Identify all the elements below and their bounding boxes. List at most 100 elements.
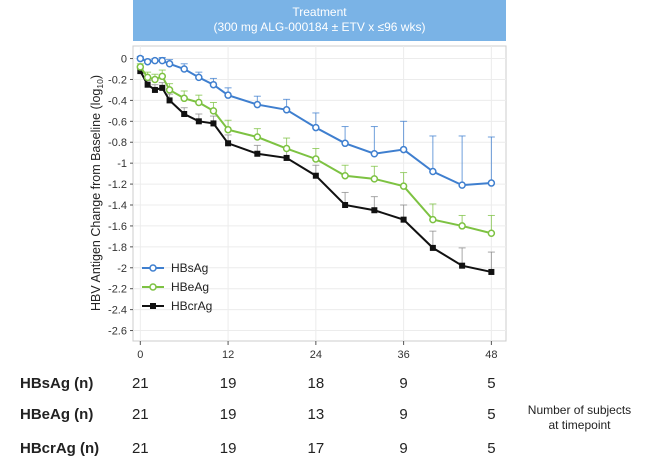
count-cell: 21 xyxy=(131,375,149,392)
count-cell: 5 xyxy=(487,375,496,392)
hbeag-point xyxy=(180,94,188,103)
hbeag-point xyxy=(165,86,174,94)
count-row-label: HBsAg (n) xyxy=(20,375,94,392)
y-tick-label: 0 xyxy=(121,54,127,66)
x-tick-label: 12 xyxy=(222,349,234,361)
hbsag-point xyxy=(370,149,379,158)
hbcrag-point xyxy=(429,244,436,251)
y-tick-label: -2.2 xyxy=(108,284,127,296)
data-series xyxy=(136,54,496,275)
hbeag-point xyxy=(429,215,437,224)
hbcrag-point xyxy=(151,86,158,93)
treatment-regimen: (300 mg ALG-000184 ± ETV x ≤96 wks) xyxy=(213,20,426,34)
hbsag-point xyxy=(195,73,203,82)
y-axis-label-main: HBV Antigen Change from Baseline (log xyxy=(89,89,103,311)
hbcrag-point xyxy=(488,268,495,275)
count-cell: 18 xyxy=(307,375,325,392)
count-row-label: HBcrAg (n) xyxy=(20,440,100,457)
count-cell: 9 xyxy=(399,406,408,423)
x-tick-label: 24 xyxy=(310,349,322,361)
hbeag-point xyxy=(341,171,349,180)
treatment-banner: Treatment (300 mg ALG-000184 ± ETV x ≤96… xyxy=(133,0,506,41)
y-tick-label: -1.8 xyxy=(108,242,127,254)
hbeag-point xyxy=(370,175,379,183)
y-tick-label: -1 xyxy=(117,158,127,170)
hbcrag-point xyxy=(225,140,232,147)
hbcrag-point xyxy=(144,81,151,88)
y-tick-label: -2.6 xyxy=(108,326,127,338)
hbcrag-point xyxy=(210,120,217,127)
hbsag-point xyxy=(209,80,218,89)
hbeag-point xyxy=(195,98,203,107)
hbcrag-point xyxy=(195,118,202,125)
hbsag-point xyxy=(399,145,408,154)
gridlines xyxy=(133,46,506,341)
hbsag-point xyxy=(180,65,188,73)
y-tick-label: -2.4 xyxy=(108,305,127,317)
x-tick-label: 48 xyxy=(485,349,497,361)
y-tick-label: -1.4 xyxy=(108,200,127,212)
hbcrag-point xyxy=(166,97,173,104)
hbsag-point xyxy=(151,56,159,65)
hbeag-point xyxy=(151,75,159,84)
count-cell: 5 xyxy=(487,406,496,423)
hbcrag-point xyxy=(371,207,378,214)
hbeag-point xyxy=(253,133,262,141)
subjects-note: Number of subjects at timepoint xyxy=(512,403,647,433)
y-tick-label: -2 xyxy=(117,263,127,275)
count-cell: 17 xyxy=(307,440,325,457)
y-axis-ticks: 0 -0.2 -0.4 -0.6 -0.8 -1 -1.2 -1.4 -1.6 -1.8 -2 -2.… xyxy=(108,54,133,338)
y-tick-label: -1.6 xyxy=(108,221,127,233)
y-tick-label: -0.2 xyxy=(108,74,127,86)
count-row-hbeag: HBeAg (n) 21 19 13 9 5 xyxy=(0,406,650,434)
y-tick-label: -0.4 xyxy=(108,95,127,107)
count-cell: 19 xyxy=(219,406,237,423)
count-cell: 9 xyxy=(399,440,408,457)
y-axis-label-subscript: 10 xyxy=(95,79,105,89)
count-cell: 9 xyxy=(399,375,408,392)
hbeag-point xyxy=(458,222,466,230)
x-tick-label: 0 xyxy=(137,349,143,361)
legend-label-hbsag: HBsAg xyxy=(171,261,208,275)
hbsag-point xyxy=(341,139,349,148)
hbsag-point xyxy=(165,60,174,68)
hbsag-point xyxy=(429,167,437,176)
count-cell: 21 xyxy=(131,406,149,423)
series-hbeag xyxy=(136,63,496,238)
hbeag-point xyxy=(209,107,218,115)
hbeag-point xyxy=(487,229,496,238)
hbsag-point xyxy=(487,179,496,187)
hbeag-point xyxy=(224,125,232,134)
legend-marker-hbcrag xyxy=(150,303,156,309)
count-row-hbcrag: HBcrAg (n) 21 19 17 9 5 xyxy=(0,440,650,468)
legend-marker-hbeag xyxy=(149,283,157,291)
hbsag-point xyxy=(224,91,232,99)
y-tick-label: -1.2 xyxy=(108,179,127,191)
hbcrag-point xyxy=(400,216,407,223)
series-hbcrag xyxy=(136,67,495,275)
hbsag-point xyxy=(158,56,167,65)
y-axis-label-close: ) xyxy=(89,75,103,79)
hbeag-point xyxy=(136,63,145,71)
count-row-label: HBeAg (n) xyxy=(20,406,94,423)
count-cell: 19 xyxy=(219,440,237,457)
y-tick-label: -0.6 xyxy=(108,116,127,128)
hbcrag-point xyxy=(254,150,261,157)
hbcrag-point xyxy=(312,172,319,179)
treatment-title: Treatment xyxy=(292,5,347,19)
y-axis-label: HBV Antigen Change from Baseline (log10) xyxy=(89,75,105,311)
hbeag-point xyxy=(143,73,152,82)
y-tick-label: -0.8 xyxy=(108,137,127,149)
x-axis-ticks: 0 12 24 36 48 xyxy=(137,341,497,361)
hbsag-point xyxy=(136,54,145,63)
x-tick-label: 36 xyxy=(397,349,409,361)
hbeag-point xyxy=(312,155,320,163)
hbeag-point xyxy=(158,72,167,81)
hbsag-point xyxy=(143,57,152,66)
legend: HBsAg HBeAg HBcrAg xyxy=(142,261,212,313)
count-row-hbsag: HBsAg (n) 21 19 18 9 5 xyxy=(0,375,650,403)
count-cell: 13 xyxy=(307,406,325,423)
hbcrag-point xyxy=(159,84,166,91)
count-cell: 5 xyxy=(487,440,496,457)
hbsag-point xyxy=(312,123,320,132)
